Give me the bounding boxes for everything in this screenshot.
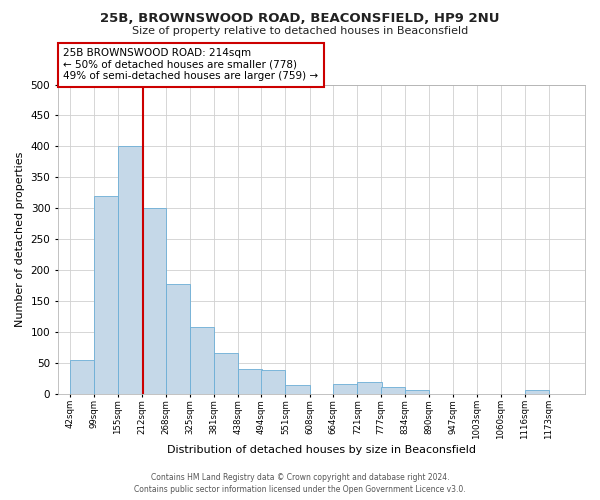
Bar [214,354,238,394]
Text: 25B BROWNSWOOD ROAD: 214sqm
← 50% of detached houses are smaller (778)
49% of se: 25B BROWNSWOOD ROAD: 214sqm ← 50% of det… [63,48,319,82]
Bar [142,208,166,394]
Bar [166,284,190,394]
Bar [238,369,262,394]
Text: 25B, BROWNSWOOD ROAD, BEACONSFIELD, HP9 2NU: 25B, BROWNSWOOD ROAD, BEACONSFIELD, HP9 … [100,12,500,26]
X-axis label: Distribution of detached houses by size in Beaconsfield: Distribution of detached houses by size … [167,445,476,455]
Bar [118,146,142,394]
Bar [262,370,286,394]
Bar [334,384,358,394]
Y-axis label: Number of detached properties: Number of detached properties [15,152,25,326]
Bar [190,327,214,394]
Text: Contains HM Land Registry data © Crown copyright and database right 2024.
Contai: Contains HM Land Registry data © Crown c… [134,472,466,494]
Bar [524,390,549,394]
Bar [70,360,94,394]
Bar [381,388,405,394]
Bar [286,386,310,394]
Text: Size of property relative to detached houses in Beaconsfield: Size of property relative to detached ho… [132,26,468,36]
Bar [405,390,430,394]
Bar [358,382,382,394]
Bar [94,196,118,394]
